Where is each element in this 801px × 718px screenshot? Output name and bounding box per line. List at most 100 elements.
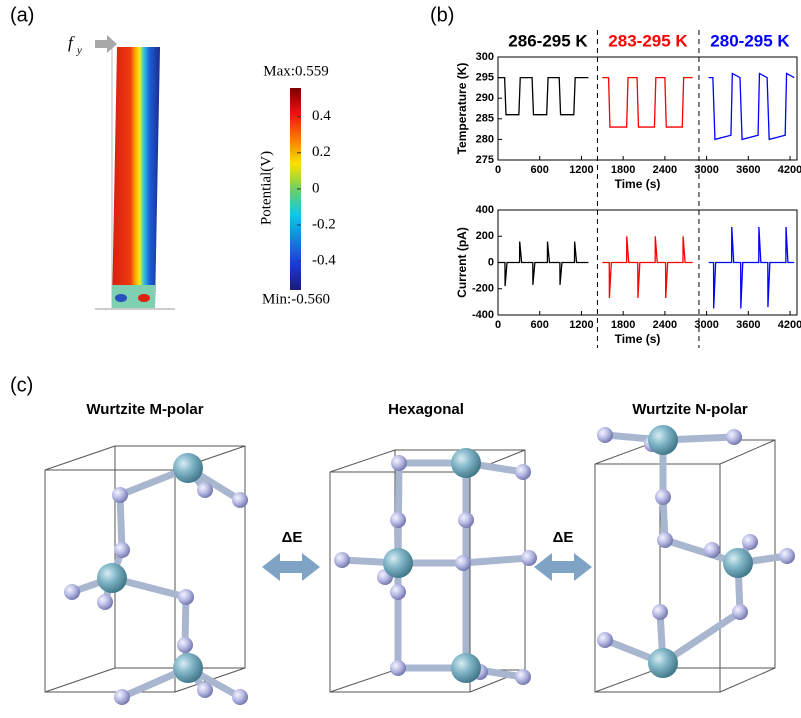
small-atom xyxy=(455,555,471,571)
x-tick-label: 0 xyxy=(495,319,501,331)
series-header: 280-295 K xyxy=(710,31,790,50)
x-tick-label: 2400 xyxy=(653,319,677,331)
small-atom xyxy=(655,489,671,505)
y-tick-label: 290 xyxy=(476,92,494,104)
small-atom xyxy=(197,482,213,498)
small-atom xyxy=(232,492,248,508)
small-atom xyxy=(390,512,406,528)
colorbar-tick-label: -0.4 xyxy=(312,253,336,269)
force-subscript: y xyxy=(76,45,82,57)
small-atom xyxy=(732,604,748,620)
x-tick-label: 4200 xyxy=(778,164,801,176)
y-axis-label: Temperature (K) xyxy=(455,63,469,155)
small-atom xyxy=(779,548,795,564)
small-atom xyxy=(391,455,407,471)
x-tick-label: 1200 xyxy=(569,164,593,176)
y-axis-label: Current (pA) xyxy=(455,227,469,298)
small-atom xyxy=(390,660,406,676)
y-tick-label: 275 xyxy=(476,154,494,166)
large-atom xyxy=(383,548,413,578)
colorbar-label: Potential(V) xyxy=(258,151,274,225)
energy-label: ΔE xyxy=(282,529,303,546)
small-atom xyxy=(390,584,406,600)
colorbar-tick-label: 0.2 xyxy=(312,144,331,160)
y-tick-label: 400 xyxy=(476,204,494,216)
x-tick-label: 1800 xyxy=(611,164,635,176)
colorbar-tick-label: 0.4 xyxy=(312,108,331,124)
colorbar-tick-label: 0 xyxy=(312,180,320,196)
x-tick-label: 3000 xyxy=(694,319,718,331)
small-atom xyxy=(114,689,130,705)
small-atom xyxy=(232,689,248,705)
x-tick-label: 3600 xyxy=(736,319,760,331)
small-atom xyxy=(458,512,474,528)
large-atom xyxy=(451,448,481,478)
plot-frame xyxy=(498,57,797,160)
x-tick-label: 1800 xyxy=(611,319,635,331)
x-tick-label: 1200 xyxy=(569,319,593,331)
x-tick-label: 3600 xyxy=(736,164,760,176)
large-atom xyxy=(173,653,203,683)
y-tick-label: 285 xyxy=(476,113,494,125)
small-atom xyxy=(114,542,130,558)
small-atom xyxy=(597,427,613,443)
large-atom xyxy=(97,563,127,593)
colorbar-max: Max:0.559 xyxy=(263,63,328,79)
y-tick-label: -400 xyxy=(472,309,494,321)
structure-title: Wurtzite N-polar xyxy=(632,401,748,418)
beam-model xyxy=(95,35,175,309)
energy-label: ΔE xyxy=(553,529,574,546)
small-atom xyxy=(742,534,758,550)
bond xyxy=(120,495,122,550)
small-atom xyxy=(112,487,128,503)
small-atom xyxy=(652,604,668,620)
y-tick-label: 280 xyxy=(476,133,494,145)
transition-arrow xyxy=(262,553,592,581)
small-atom xyxy=(515,464,531,480)
small-atom xyxy=(177,637,193,653)
x-tick-label: 600 xyxy=(531,319,549,331)
y-tick-label: 300 xyxy=(476,51,494,63)
small-atom xyxy=(515,669,531,685)
series-header: 283-295 K xyxy=(608,31,688,50)
panel-label: (a) xyxy=(10,4,34,26)
y-tick-label: 295 xyxy=(476,72,494,84)
colorbar-tick-label: -0.2 xyxy=(312,216,336,232)
large-atom xyxy=(173,453,203,483)
x-tick-label: 0 xyxy=(495,164,501,176)
panel-label: (c) xyxy=(10,374,33,396)
small-atom xyxy=(178,589,194,605)
large-atom xyxy=(451,653,481,683)
small-atom xyxy=(704,542,720,558)
large-atom xyxy=(648,425,678,455)
x-tick-label: 3000 xyxy=(694,164,718,176)
atomic-structures xyxy=(64,425,795,705)
bond xyxy=(463,558,529,563)
x-tick-label: 600 xyxy=(531,164,549,176)
force-label: f xyxy=(68,33,75,52)
data-line xyxy=(709,73,795,139)
small-atom xyxy=(521,550,537,566)
large-atom xyxy=(648,648,678,678)
data-line xyxy=(602,78,692,127)
small-atom xyxy=(657,532,673,548)
x-tick-label: 2400 xyxy=(653,164,677,176)
y-tick-label: 200 xyxy=(476,230,494,242)
small-atom xyxy=(97,594,113,610)
panel-label: (b) xyxy=(430,4,454,26)
data-line xyxy=(498,242,588,287)
x-tick-label: 4200 xyxy=(778,319,801,331)
small-atom xyxy=(726,429,742,445)
small-atom xyxy=(334,552,350,568)
data-line xyxy=(602,236,692,298)
x-axis-label: Time (s) xyxy=(615,177,661,191)
small-atom xyxy=(64,584,80,600)
series-header: 286-295 K xyxy=(508,31,588,50)
structure-title: Hexagonal xyxy=(388,401,464,418)
y-tick-label: 0 xyxy=(488,256,494,268)
data-line xyxy=(498,78,588,115)
large-atom xyxy=(723,548,753,578)
x-axis-label: Time (s) xyxy=(615,332,661,346)
small-atom xyxy=(197,682,213,698)
small-atom xyxy=(597,632,613,648)
